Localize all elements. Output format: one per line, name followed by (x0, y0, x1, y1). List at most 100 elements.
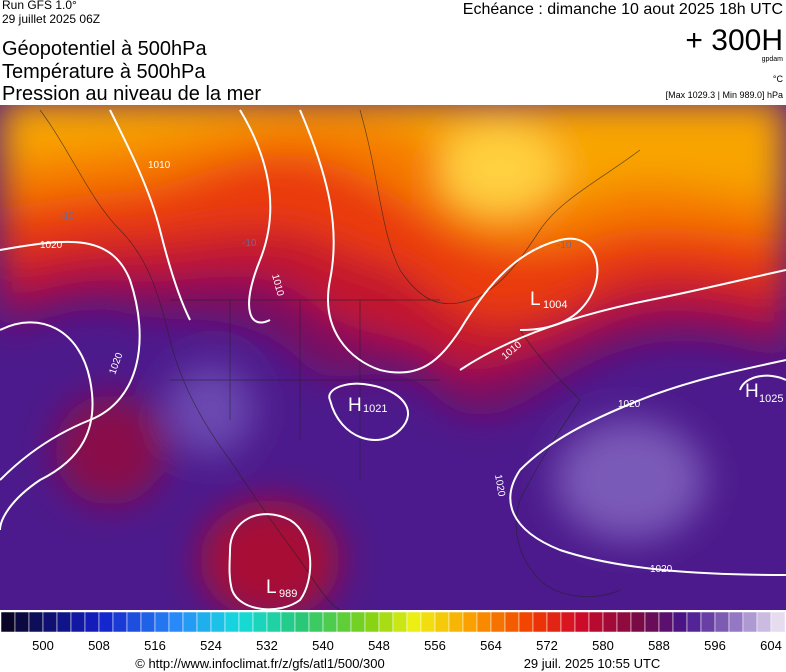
pressure-center-symbol: L (266, 577, 277, 598)
colorbar-cell (756, 611, 772, 633)
colorbar-cell (532, 611, 548, 633)
colorbar-cell (504, 611, 520, 633)
colorbar-label: 508 (88, 638, 110, 653)
colorbar-cell (392, 611, 408, 633)
colorbar-cell (406, 611, 422, 633)
temperature-label: -10 (242, 238, 257, 249)
colorbar-cell (98, 611, 114, 633)
colorbar-cell (196, 611, 212, 633)
colorbar-cell (420, 611, 436, 633)
temperature-label: -10 (557, 240, 572, 251)
colorbar-label: 532 (256, 638, 278, 653)
colorbar-cell (518, 611, 534, 633)
colorbar-cell (490, 611, 506, 633)
colorbar-cell (280, 611, 296, 633)
colorbar-cell (658, 611, 674, 633)
colorbar-cell (714, 611, 730, 633)
colorbar-cell (14, 611, 30, 633)
pressure-center-symbol: H (745, 381, 759, 402)
colorbar-cell (574, 611, 590, 633)
colorbar-label: 604 (760, 638, 782, 653)
colorbar-cell (462, 611, 478, 633)
isobar-label: 1020 (618, 399, 641, 410)
temperature-label: -10 (60, 211, 75, 222)
colorbar-cell (448, 611, 464, 633)
isobars (0, 109, 786, 610)
colorbar-cell (770, 611, 786, 633)
colorbar-cell (140, 611, 156, 633)
title: Température à 500hPa (2, 61, 206, 83)
footer-url: © http://www.infoclimat.fr/z/gfs/atl1/50… (135, 656, 384, 671)
colorbar-cell (266, 611, 282, 633)
pressure-center-value: 989 (279, 588, 297, 600)
colorbar-label: 548 (368, 638, 390, 653)
colorbar-cell (476, 611, 492, 633)
colorbar-cell (560, 611, 576, 633)
footer-timestamp: 29 juil. 2025 10:55 UTC (524, 656, 661, 671)
colorbar-cell (336, 611, 352, 633)
colorbar-label: 516 (144, 638, 166, 653)
colorbar-label: 564 (480, 638, 502, 653)
map: 1010 1020 1010 1010 1020 1020 1020 1020 … (0, 105, 786, 610)
title: Géopotentiel à 500hPa (2, 38, 207, 60)
colorbar-cell (616, 611, 632, 633)
isobar-label: 1010 (148, 160, 171, 171)
colorbar-cell (700, 611, 716, 633)
colorbar-cell (294, 611, 310, 633)
run-date: 29 juillet 2025 06Z (2, 12, 100, 26)
colorbar-cell (350, 611, 366, 633)
unit: gpdam (762, 56, 784, 63)
run: Run GFS 1.0° (2, 0, 77, 12)
isobar-label: 1020 (650, 564, 673, 575)
colorbar-label: 524 (200, 638, 222, 653)
colorbar-cell (728, 611, 744, 633)
pressure-center-value: 1004 (543, 299, 567, 311)
colorbar-cell (56, 611, 72, 633)
colorbar-cell (28, 611, 44, 633)
title: Pression au niveau de la mer (2, 83, 261, 105)
colorbar-cell (630, 611, 646, 633)
colorbar-cell (238, 611, 254, 633)
colorbar-cell (364, 611, 380, 633)
colorbar-label: 500 (32, 638, 54, 653)
pressure-range: [Max 1029.3 | Min 989.0] hPa (666, 90, 783, 100)
unit: °C (773, 74, 784, 84)
colorbar-cell (70, 611, 86, 633)
isobar-label: 1020 (492, 474, 507, 498)
colorbar-label: 556 (424, 638, 446, 653)
colorbar-cell (378, 611, 394, 633)
pressure-center-value: 1025 (759, 393, 783, 405)
colorbar-cell (742, 611, 758, 633)
colorbar-cell (588, 611, 604, 633)
colorbar: 500 508 516 524 532 540 548 556 564 572 580 588 596 6… (0, 611, 786, 653)
colorbar-cell (644, 611, 660, 633)
colorbar-cell (686, 611, 702, 633)
colorbar-cell (434, 611, 450, 633)
colorbar-cell (672, 611, 688, 633)
temperature-field (0, 105, 786, 610)
colorbar-label: 580 (592, 638, 614, 653)
colorbar-cell (126, 611, 142, 633)
colorbar-cell (252, 611, 268, 633)
colorbar-cell (602, 611, 618, 633)
colorbar-cell (84, 611, 100, 633)
colorbar-cell (322, 611, 338, 633)
colorbar-label: 596 (704, 638, 726, 653)
colorbar-cell (0, 611, 16, 633)
coastlines (39, 109, 641, 610)
echeance: Echéance : dimanche 10 aout 2025 18h UTC (463, 1, 783, 18)
isobar-label: 1020 (40, 240, 63, 251)
colorbar-cell (224, 611, 240, 633)
colorbar-cell (182, 611, 198, 633)
colorbar-cell (154, 611, 170, 633)
colorbar-label: 588 (648, 638, 670, 653)
colorbar-label: 540 (312, 638, 334, 653)
colorbar-cell (112, 611, 128, 633)
colorbar-cell (210, 611, 226, 633)
colorbar-cell (42, 611, 58, 633)
colorbar-cell (168, 611, 184, 633)
pressure-center-symbol: H (348, 395, 362, 416)
forecast-hour: + 300H (685, 24, 783, 57)
